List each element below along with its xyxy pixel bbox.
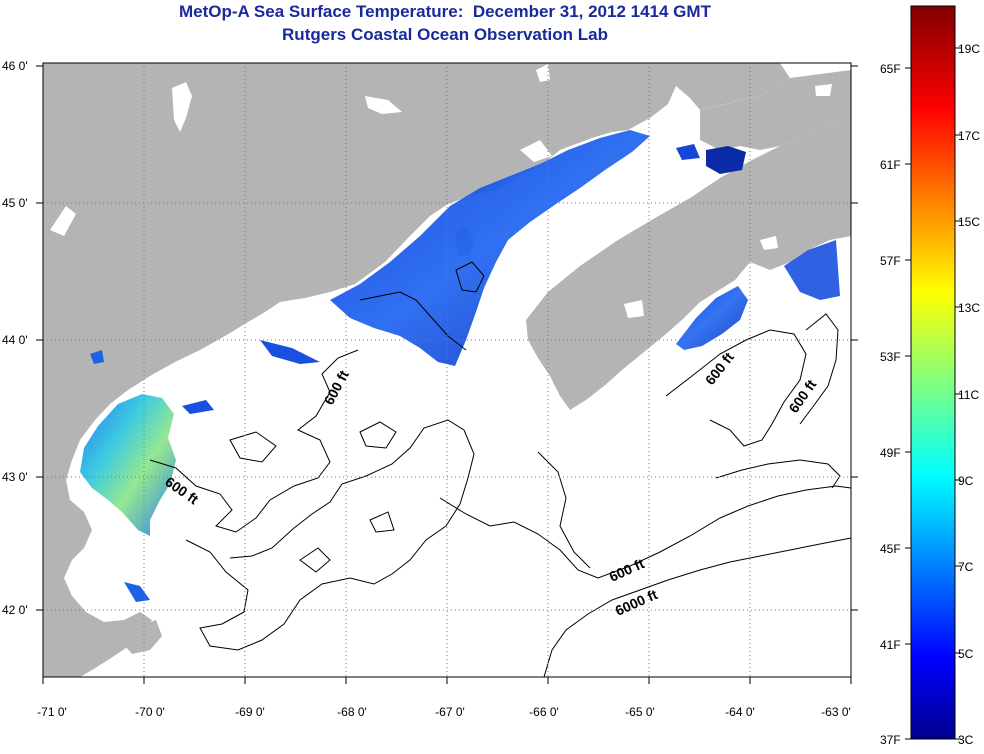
lake xyxy=(520,140,552,162)
cape-cod xyxy=(120,620,162,654)
fahrenheit-labels: 65F 61F 57F 53F 49F 45F 41F 37F xyxy=(880,62,901,747)
lon-tick-label: -66 0' xyxy=(529,705,559,719)
sst-nova-scotia-shelf xyxy=(676,286,748,350)
lon-tick-label: -64 0' xyxy=(725,705,755,719)
lake xyxy=(365,96,402,114)
nova-scotia xyxy=(526,118,851,410)
lon-tick-label: -67 0' xyxy=(435,705,465,719)
celsius-label: 15C xyxy=(958,215,980,229)
latitude-axis: 46 0' 45 0' 44 0' 43 0' 42 0' xyxy=(2,59,28,617)
fahrenheit-label: 49F xyxy=(880,446,901,460)
sst-small-patch xyxy=(260,340,320,364)
map-subtitle: Rutgers Coastal Ocean Observation Lab xyxy=(282,25,608,44)
lat-tick-label: 43 0' xyxy=(2,470,28,484)
celsius-label: 13C xyxy=(958,301,980,315)
mainland-landmass xyxy=(43,63,790,677)
lon-tick-label: -69 0' xyxy=(235,705,265,719)
celsius-label: 5C xyxy=(958,647,974,661)
celsius-labels: 19C 17C 15C 13C 11C 9C 7C 5C 3C xyxy=(958,42,980,747)
tick-marks xyxy=(36,65,858,684)
fahrenheit-label: 61F xyxy=(880,158,901,172)
lon-tick-label: -65 0' xyxy=(625,705,655,719)
lake xyxy=(815,84,832,96)
sst-small-patch xyxy=(90,350,104,364)
sst-small-patch xyxy=(182,400,214,414)
colorbar-ticks xyxy=(905,47,961,740)
sst-minas xyxy=(706,146,746,174)
lat-tick-label: 46 0' xyxy=(2,59,28,73)
lake xyxy=(172,82,192,132)
sst-small-patch xyxy=(124,582,150,602)
fahrenheit-label: 41F xyxy=(880,638,901,652)
fahrenheit-label: 65F xyxy=(880,62,901,76)
graticule xyxy=(43,63,851,677)
sst-fundy-plume xyxy=(330,130,650,366)
bathymetry-contours xyxy=(149,261,851,677)
celsius-label: 11C xyxy=(958,388,979,402)
lat-tick-label: 42 0' xyxy=(2,603,28,617)
lat-tick-label: 44 0' xyxy=(2,333,28,347)
fahrenheit-label: 37F xyxy=(880,733,901,747)
map-title: MetOp-A Sea Surface Temperature: Decembe… xyxy=(179,2,711,21)
lake xyxy=(760,236,778,250)
colorbar-gradient xyxy=(910,5,956,740)
celsius-label: 3C xyxy=(958,733,974,747)
fahrenheit-label: 53F xyxy=(880,350,901,364)
sst-nova-scotia-east xyxy=(784,240,840,300)
sst-map: 600 ft 600 ft 600 ft 600 ft 600 ft 6000 … xyxy=(2,59,858,719)
lon-tick-label: -68 0' xyxy=(337,705,367,719)
lake xyxy=(50,206,76,236)
lon-tick-label: -70 0' xyxy=(135,705,165,719)
lon-tick-label: -63 0' xyxy=(821,705,851,719)
lake xyxy=(624,300,644,318)
new-brunswick-coast xyxy=(700,70,851,150)
temperature-colorbar: 65F 61F 57F 53F 49F 45F 41F 37F 19C 17C … xyxy=(880,5,980,747)
longitude-axis: -71 0' -70 0' -69 0' -68 0' -67 0' -66 0… xyxy=(37,705,851,719)
celsius-label: 17C xyxy=(958,129,980,143)
fahrenheit-label: 57F xyxy=(880,254,901,268)
celsius-label: 7C xyxy=(958,560,974,574)
celsius-label: 9C xyxy=(958,474,974,488)
sst-minas-west xyxy=(676,144,700,160)
sst-massachusetts-plume xyxy=(80,394,176,536)
fahrenheit-label: 45F xyxy=(880,542,901,556)
lake xyxy=(536,64,550,82)
lon-tick-label: -71 0' xyxy=(37,705,67,719)
celsius-label: 19C xyxy=(958,42,980,56)
lat-tick-label: 45 0' xyxy=(2,196,28,210)
